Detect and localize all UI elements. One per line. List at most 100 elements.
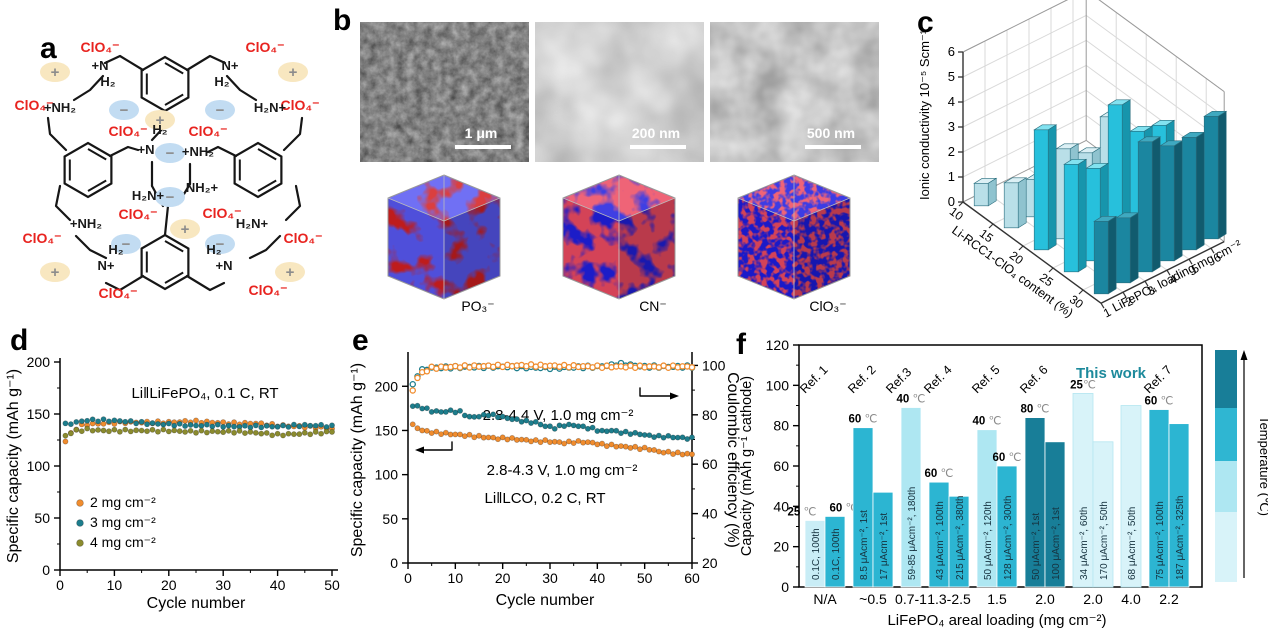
data-point [565,421,572,428]
cube-left-shade [388,198,444,299]
temperature-label: 25 ℃ [788,506,817,518]
data-point [476,413,482,420]
data-point [214,428,221,435]
minus-sign: − [216,236,225,253]
data-point [684,436,691,442]
amine-label: H₂ [152,122,167,137]
cation-marker [275,262,305,282]
bar-condition-label: 50 μAcm⁻², 1st [1031,513,1042,580]
data-point [301,421,308,428]
cation-marker [40,62,70,82]
annotation-43v: 2.8-4.3 V, 1.0 mg cm⁻² [487,462,638,479]
data-point [258,430,265,437]
data-point [532,418,539,425]
x-tick-label: 40 [590,570,606,586]
legend-label: 3 mg cm⁻² [90,514,156,530]
benzene-ring [233,141,283,199]
bar3d-front [1003,182,1019,229]
data-point [537,439,544,446]
z-tick-label: 1 [948,169,955,184]
scale-bar [455,145,511,149]
data-point [509,434,516,441]
loading-tick [1188,258,1193,265]
loading-category-label: N/A [813,591,837,607]
data-point [651,447,658,453]
data-point [252,429,259,436]
data-point [193,417,199,424]
data-point [231,429,238,436]
data-point [603,428,610,435]
data-point [618,430,624,437]
data-point [551,425,558,432]
y-tick-label: 0 [781,579,789,595]
bar3d-front [1203,116,1219,240]
data-point [414,402,421,409]
data-point [285,424,292,430]
data-point [154,420,161,427]
z-tick-label: 3 [948,119,955,134]
panel-a-molecular-structure: + ++++ +− −−−− −ClO₄⁻ ClO₄⁻ClO₄⁻ ClO₄⁻ClO₄⁻ ClO… [15,39,323,301]
x-tick-label: 20 [161,577,177,593]
perchlorate-label: ClO₄⁻ [81,39,120,55]
data-point [655,448,662,455]
bond [282,116,304,152]
data-point [78,428,85,435]
data-point [423,427,430,434]
data-point [423,405,430,412]
data-point [100,427,107,434]
data-point [290,421,297,428]
data-point [149,420,156,427]
loading-category-label: 2.2 [1159,591,1179,607]
cube-right-shade [619,198,675,299]
data-point [263,430,270,436]
right-y-tick-label: 100 [702,357,726,373]
cation-marker [278,62,308,82]
reference-label: Ref. 5 [969,363,1003,397]
amine-label: +N [138,142,155,157]
legend-marker [76,499,84,507]
data-point [636,446,643,453]
benzene-ring [63,141,113,199]
data-point [203,421,210,428]
data-point [225,422,232,429]
right-arrowhead [670,392,679,400]
plus-sign: + [156,112,165,129]
bond [185,274,226,292]
data-point [203,429,210,436]
colorbar-segment [1215,350,1237,408]
bar-condition-label: 50 μAcm⁻², 120th [983,501,994,580]
temperature-label: 60 ℃ [849,414,878,426]
data-point [457,431,464,438]
loading-category-label: 2.0 [1035,591,1055,607]
data-point [285,430,292,437]
amine-label: H₂ [214,74,229,89]
temperature-label: 40 ℃ [973,416,1002,428]
bar3d-front [1093,221,1109,295]
bar3d-front [1137,141,1153,273]
data-point [198,422,205,429]
cube-label: CN⁻ [639,298,667,314]
data-point [674,449,681,456]
z-tick-label: 4 [948,94,955,109]
data-point [599,427,606,434]
data-point [461,412,468,419]
bar3d-front [1181,137,1197,251]
data-point [613,427,620,434]
bar3d-front [1033,129,1049,251]
content-axis [962,201,1102,304]
y-tick-label: 20 [773,539,789,555]
anion-marker [155,187,185,207]
anion-marker [205,234,235,254]
bar3d-side [1217,110,1227,240]
aromatic-bond [164,93,184,106]
data-point [67,430,74,437]
data-point [122,426,129,433]
grid-line [1098,0,1225,93]
data-point [290,431,297,438]
data-point [518,418,525,425]
anion-marker [109,100,139,120]
data-point [231,423,238,430]
content-tick [958,201,964,207]
data-point [660,449,667,456]
